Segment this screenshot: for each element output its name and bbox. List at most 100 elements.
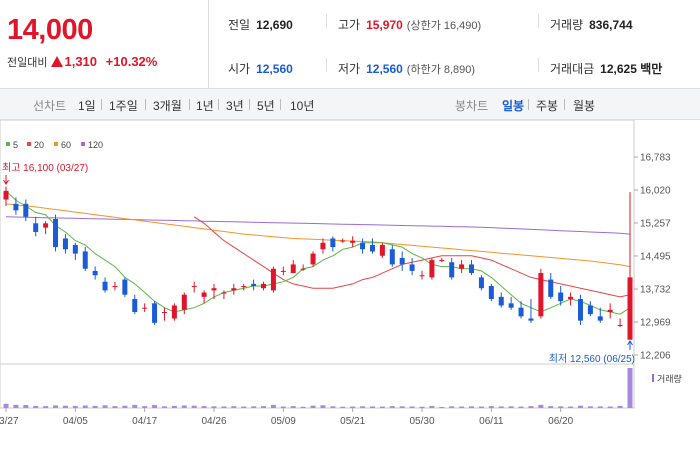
volume-bar xyxy=(617,405,623,408)
volume-bar xyxy=(459,406,465,408)
volume-bar xyxy=(201,406,207,408)
volume-legend-swatch xyxy=(652,374,654,382)
candle-body xyxy=(23,203,29,217)
candle-body xyxy=(449,262,455,278)
volume-stat: 거래량 836,744 xyxy=(550,16,633,33)
x-tick-label: 05/30 xyxy=(409,416,434,427)
candle-body xyxy=(330,238,336,248)
volume-bar xyxy=(439,406,445,408)
period-1d-button[interactable]: 1일 xyxy=(78,99,96,113)
volume-bar xyxy=(142,406,148,408)
candle-body xyxy=(72,244,78,254)
candle-body xyxy=(211,288,217,291)
volume-bar xyxy=(419,406,425,408)
legend-label-20: 20 xyxy=(34,140,44,150)
divider xyxy=(528,99,529,110)
volume-bar xyxy=(369,406,375,408)
candle-weekly-button[interactable]: 주봉 xyxy=(536,99,559,113)
x-tick-label: 04/17 xyxy=(132,416,157,427)
legend-label-5: 5 xyxy=(13,140,18,150)
candle-body xyxy=(261,283,267,289)
candle-body xyxy=(161,311,167,313)
price-box: 14,000 전일대비 1,310 +10.32% xyxy=(0,0,209,88)
volume-bar xyxy=(53,405,59,408)
volume-bar xyxy=(478,406,484,408)
volume-bar xyxy=(102,405,108,408)
volume-bar xyxy=(33,405,39,408)
volume-bar xyxy=(469,406,475,408)
candle-monthly-button[interactable]: 월봉 xyxy=(573,99,596,113)
candle-body xyxy=(191,286,197,288)
high-stat: 고가 15,970 (상한가 16,490) xyxy=(338,16,481,33)
min-annotation: 최저 12,560 (06/25) xyxy=(549,353,635,365)
divider xyxy=(145,99,146,110)
high-label: 고가 xyxy=(338,18,361,32)
candle-body xyxy=(429,260,435,278)
candle-body xyxy=(92,270,98,276)
volume-bar xyxy=(449,406,455,408)
candle-body xyxy=(290,264,296,274)
period-1w-button[interactable]: 1주일 xyxy=(109,99,138,113)
legend-label-120: 120 xyxy=(88,140,103,150)
candle-body xyxy=(122,279,128,295)
volume-bar xyxy=(320,405,326,408)
candle-body xyxy=(280,270,286,272)
volume-bar xyxy=(558,406,564,408)
open-label: 시가 xyxy=(228,62,251,76)
volume-bar xyxy=(528,406,534,408)
volume-bar xyxy=(488,406,494,408)
volume-bar xyxy=(241,406,247,408)
open-value: 12,560 xyxy=(256,62,293,76)
change-percent: +10.32% xyxy=(105,54,158,69)
candle-body xyxy=(498,296,504,306)
period-3m-button[interactable]: 3개월 xyxy=(153,99,182,113)
divider xyxy=(538,14,539,28)
candle-body xyxy=(518,307,524,317)
candle-body xyxy=(607,309,613,312)
period-5y-button[interactable]: 5년 xyxy=(257,99,275,113)
volume-bar xyxy=(92,405,98,408)
candle-body xyxy=(270,268,276,291)
candle-body xyxy=(538,273,544,317)
divider xyxy=(189,99,190,110)
volume-bar xyxy=(429,405,435,408)
volume-bar xyxy=(82,405,88,408)
divider xyxy=(101,99,102,110)
amount-label: 거래대금 xyxy=(550,62,595,76)
ma20-line xyxy=(193,216,631,298)
lower-limit: (하한가 8,890) xyxy=(406,64,476,76)
candle-body xyxy=(617,324,623,326)
candlestick-chart: 5 20 60 120 16,783 16,020 15,257 14,495 13,732 12… xyxy=(0,120,682,427)
candle-body xyxy=(587,305,593,315)
min-arrow-head-icon xyxy=(627,340,633,346)
y-tick-label: 15,257 xyxy=(640,219,671,230)
candle-body xyxy=(399,257,405,265)
x-tick-label: 05/21 xyxy=(340,416,365,427)
volume-plot-frame xyxy=(0,363,635,409)
period-1y-button[interactable]: 1년 xyxy=(196,99,214,113)
volume-bar xyxy=(211,406,217,408)
candle-daily-button[interactable]: 일봉 xyxy=(502,99,525,113)
volume-bar xyxy=(409,406,415,408)
divider xyxy=(218,99,219,110)
legend-swatch-20 xyxy=(27,142,31,146)
volume-bar xyxy=(330,406,336,408)
x-tick-label: 04/05 xyxy=(63,416,88,427)
open-stat: 시가 12,560 xyxy=(228,60,293,77)
volume-bar xyxy=(43,406,49,408)
prev-close-stat: 전일 12,690 xyxy=(228,16,293,33)
candle-body xyxy=(241,286,247,288)
y-tick-label: 14,495 xyxy=(640,251,671,262)
low-value: 12,560 xyxy=(366,62,403,76)
volume-bar xyxy=(538,404,544,408)
candle-body xyxy=(528,318,534,321)
period-10y-button[interactable]: 10년 xyxy=(290,99,315,113)
period-3y-button[interactable]: 3년 xyxy=(226,99,244,113)
candle-body xyxy=(300,268,306,270)
candle-body xyxy=(171,305,177,319)
candle-body xyxy=(132,299,138,312)
candle-body xyxy=(350,240,356,243)
volume-bar xyxy=(627,368,633,408)
candle-body xyxy=(488,286,494,300)
volume-bar xyxy=(72,405,78,408)
